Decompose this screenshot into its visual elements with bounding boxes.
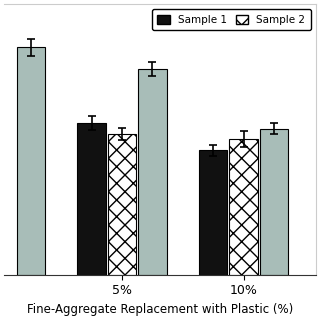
Bar <box>260 129 288 275</box>
Legend: Sample 1, Sample 2: Sample 1, Sample 2 <box>152 9 311 30</box>
Bar <box>77 123 106 275</box>
Bar <box>138 69 167 275</box>
Bar <box>17 47 45 275</box>
X-axis label: Fine-Aggregate Replacement with Plastic (%): Fine-Aggregate Replacement with Plastic … <box>27 303 293 316</box>
Bar <box>108 134 136 275</box>
Bar <box>199 150 228 275</box>
Bar <box>229 140 258 275</box>
